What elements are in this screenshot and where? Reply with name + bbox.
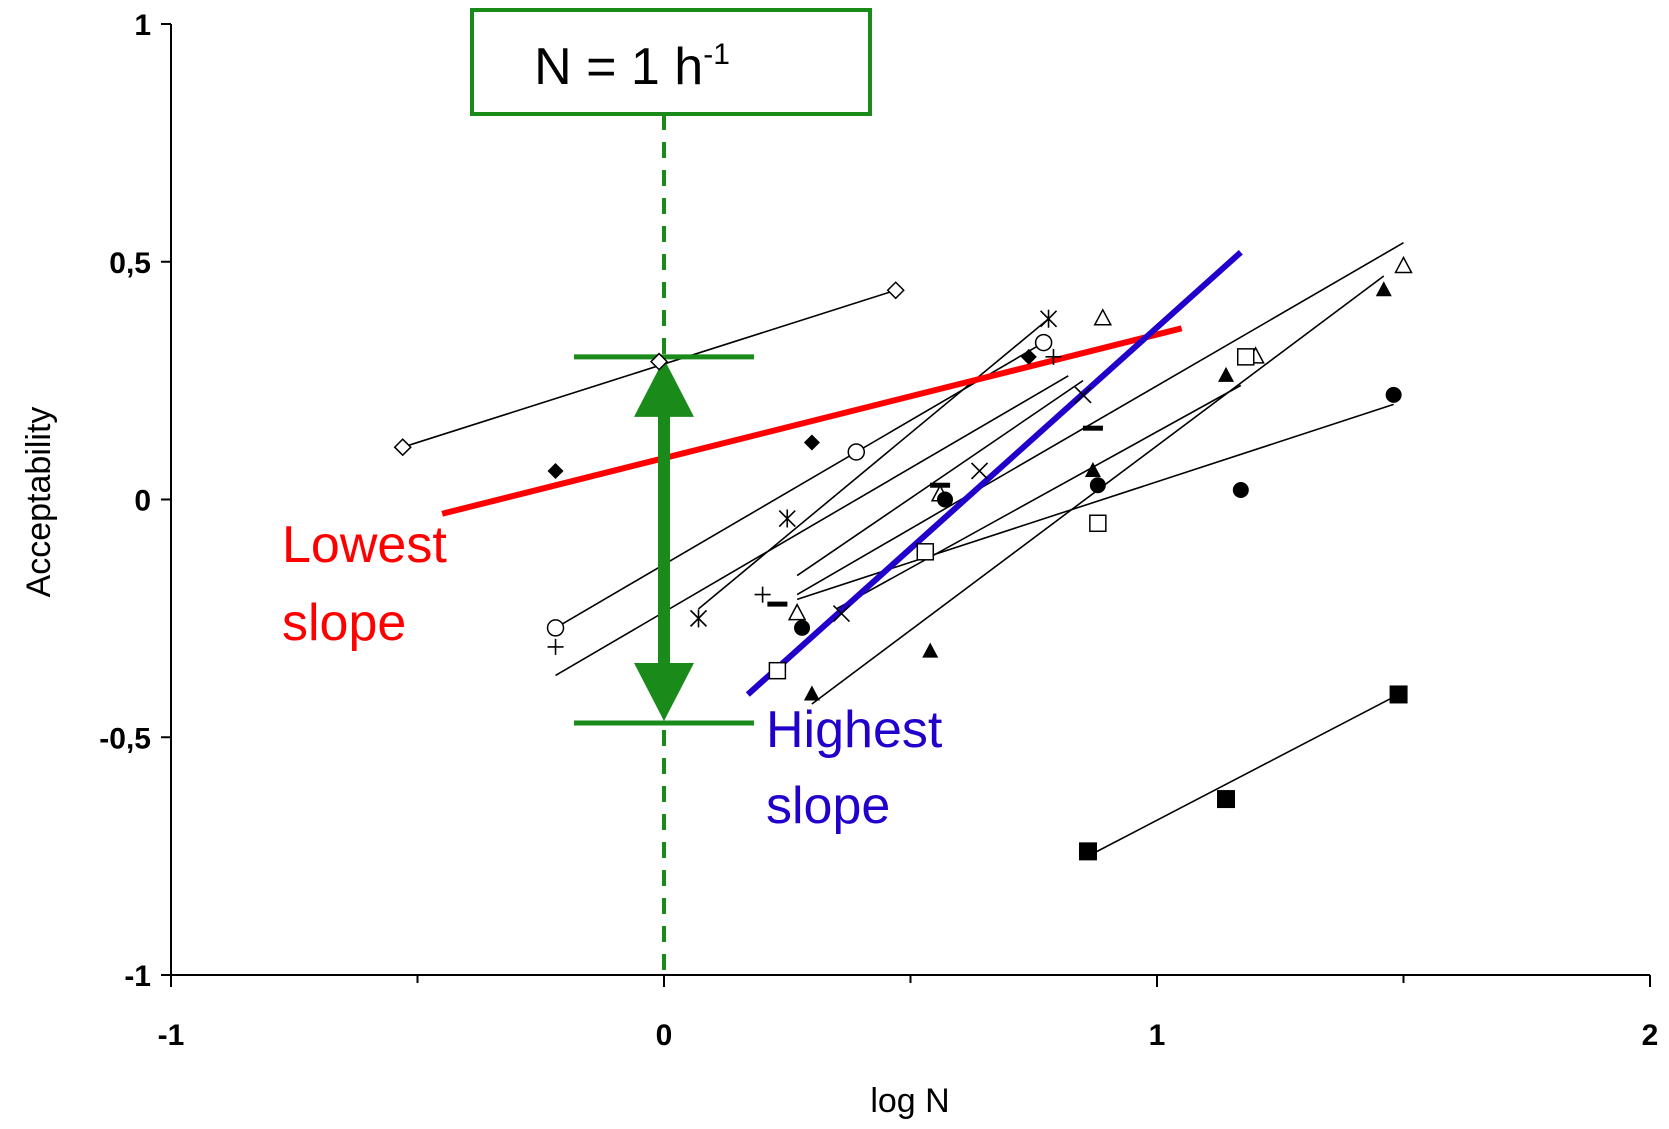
fit-line-triangle-open [796, 242, 1404, 596]
marker-diamond-filled [803, 434, 820, 451]
marker-plus [754, 586, 771, 603]
reference-box-text: N = 1 h-1 [534, 38, 730, 96]
marker-asterisk [778, 509, 796, 528]
marker-plus [1045, 348, 1062, 365]
marker-triangle-open [1394, 255, 1413, 274]
marker-diamond-open [650, 352, 669, 371]
marker-circle-filled [794, 619, 811, 636]
fit-line-plus [555, 375, 1069, 677]
highest-slope-line [745, 250, 1243, 697]
marker-square-open [1089, 514, 1107, 533]
marker-triangle-filled [1218, 366, 1235, 382]
highest-slope-label-line2: slope [766, 777, 890, 835]
fit-line-diamond-open [402, 289, 896, 448]
highest-slope-label-line1: Highest [766, 701, 943, 759]
x-tick-label: 1 [1149, 1019, 1166, 1052]
x-tick-label: 0 [656, 1019, 673, 1052]
marker-cross [832, 605, 851, 623]
marker-asterisk [689, 609, 708, 628]
marker-plus [547, 638, 564, 655]
marker-dash [767, 601, 788, 607]
marker-circle-open [1034, 333, 1053, 352]
range-arrow-down-head [634, 662, 694, 721]
marker-asterisk [1039, 309, 1058, 328]
marker-circle-filled [1385, 386, 1402, 403]
marker-square-open [1236, 348, 1255, 366]
marker-square-filled [1217, 790, 1236, 809]
marker-diamond-open [393, 438, 412, 457]
marker-circle-filled [937, 491, 954, 508]
marker-cross [1074, 386, 1092, 404]
marker-cross [970, 462, 989, 480]
range-arrow-up-head [634, 358, 694, 417]
fit-line-dash [796, 379, 1084, 577]
marker-triangle-open [1093, 308, 1113, 326]
reference-box-sup: -1 [703, 38, 730, 71]
lowest-slope-line [441, 325, 1183, 517]
marker-square-open [768, 661, 787, 680]
marker-circle-open [847, 443, 866, 461]
marker-triangle-filled [1084, 461, 1101, 477]
highlight-lines [441, 250, 1243, 697]
marker-diamond-filled [1020, 348, 1037, 365]
axes: -1 -0,5 0 0,5 1 -1 0 1 2 [99, 9, 1658, 1052]
marker-circle-filled [1089, 477, 1106, 494]
fit-lines [402, 242, 1404, 857]
marker-diamond-open [886, 281, 905, 300]
x-tick-label: -1 [158, 1019, 185, 1052]
x-axis-title: log N [870, 1082, 949, 1120]
y-tick-label: -1 [124, 960, 151, 993]
marker-triangle-filled [1375, 281, 1392, 297]
fit-line-square-filled [1087, 693, 1399, 857]
marker-square-open [916, 543, 935, 561]
fit-line-circle-filled [796, 403, 1394, 601]
reference-box [470, 8, 872, 116]
y-tick-label: -0,5 [99, 722, 151, 755]
marker-diamond-filled [547, 462, 564, 479]
marker-triangle-open [787, 603, 807, 621]
fit-line-asterisk [697, 318, 1050, 610]
range-arrow-shaft [658, 412, 670, 667]
y-axis-title: Acceptability [20, 407, 58, 598]
lowest-slope-label-line2: slope [282, 594, 406, 652]
markers [393, 255, 1413, 861]
marker-triangle-filled [803, 685, 820, 701]
reference-annotation: N = 1 h-1 [470, 8, 872, 975]
y-tick-label: 0,5 [109, 247, 151, 280]
x-tick-label: 2 [1642, 1019, 1659, 1052]
reference-box-main: N = 1 h [534, 38, 703, 96]
marker-triangle-filled [922, 642, 939, 658]
marker-square-filled [1078, 842, 1097, 861]
marker-square-filled [1389, 685, 1408, 704]
y-tick-label: 0 [134, 485, 151, 518]
marker-circle-open [546, 619, 565, 637]
marker-dash [1082, 425, 1103, 431]
marker-circle-filled [1232, 481, 1249, 498]
y-tick-label: 1 [134, 9, 151, 42]
fit-line-square-open [836, 384, 1242, 610]
lowest-slope-label-line1: Lowest [282, 516, 447, 574]
